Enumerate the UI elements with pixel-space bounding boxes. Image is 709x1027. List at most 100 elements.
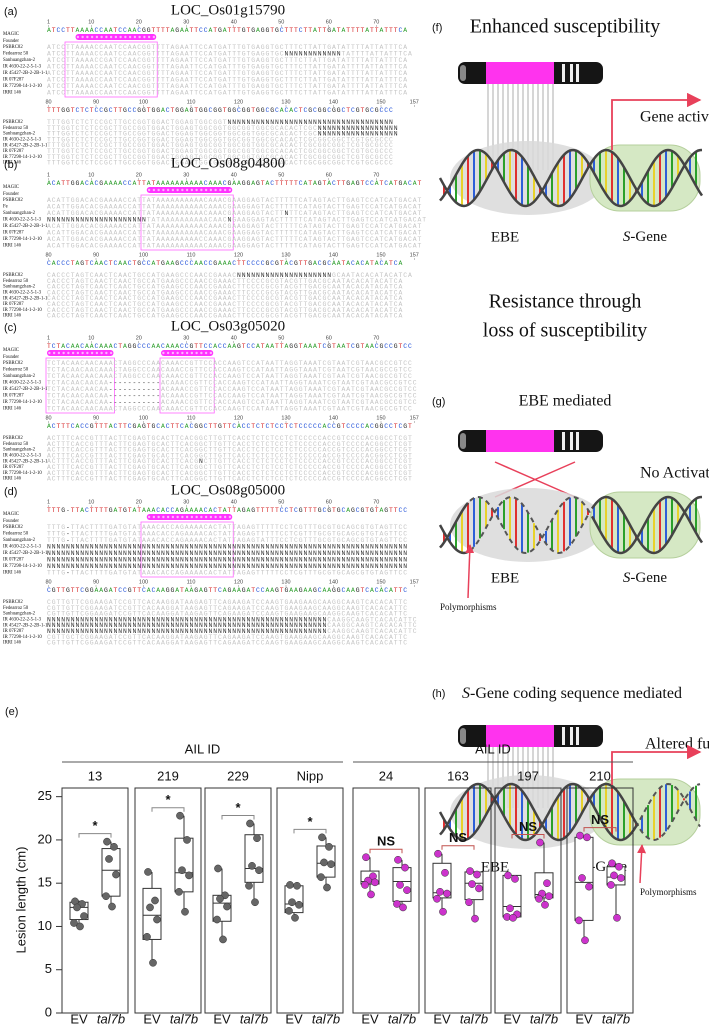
base: T	[394, 89, 398, 96]
base: G	[142, 83, 146, 90]
base: A	[365, 366, 369, 373]
base: G	[327, 89, 331, 96]
base: C	[356, 379, 360, 386]
base: N	[384, 130, 388, 137]
base: T	[261, 343, 265, 350]
base: C	[370, 136, 374, 143]
base: T	[294, 63, 298, 70]
sequence-row: TTTGGTCTCTCCGCTTGCCGGTGGACTGGAGTGGCGGTGG…	[47, 142, 393, 149]
base: C	[266, 435, 270, 442]
base: C	[280, 452, 284, 459]
base: N	[337, 50, 341, 57]
sample-name: IR 77298-14-1-2-10	[3, 155, 42, 160]
base: A	[346, 301, 350, 308]
base: C	[346, 458, 350, 465]
base: C	[356, 507, 360, 514]
base: G	[375, 107, 379, 114]
base: A	[237, 236, 241, 243]
base: G	[152, 124, 156, 131]
base: C	[280, 464, 284, 471]
base: C	[304, 153, 308, 160]
base: G	[375, 440, 379, 447]
base: C	[266, 130, 270, 137]
base: T	[389, 530, 393, 537]
base: A	[137, 423, 141, 430]
base: G	[361, 386, 365, 393]
base: A	[389, 210, 393, 217]
base: T	[299, 373, 303, 380]
base: C	[95, 57, 99, 64]
base: A	[266, 203, 270, 210]
base: C	[370, 464, 374, 471]
base: A	[171, 242, 175, 249]
base: C	[180, 405, 184, 412]
base: C	[99, 153, 103, 160]
base: N	[323, 272, 327, 279]
base: C	[375, 405, 379, 412]
base: C	[99, 76, 103, 83]
base: T	[90, 130, 94, 137]
base: A	[185, 70, 189, 77]
base: A	[104, 197, 108, 204]
base: T	[285, 89, 289, 96]
base: A	[80, 507, 84, 514]
base: A	[342, 44, 346, 51]
base: G	[66, 159, 70, 166]
base: A	[175, 366, 179, 373]
base: C	[118, 89, 122, 96]
base: A	[223, 301, 227, 308]
base: A	[152, 537, 156, 544]
base: A	[285, 366, 289, 373]
base: C	[223, 229, 227, 236]
base: T	[323, 236, 327, 243]
base: T	[323, 180, 327, 187]
base: G	[228, 130, 232, 137]
base: T	[114, 107, 118, 114]
sample-name: Sanhuangzhan-2	[3, 538, 36, 543]
base: C	[275, 423, 279, 430]
base: A	[228, 289, 232, 296]
base: C	[166, 530, 170, 537]
base: T	[418, 203, 422, 210]
base: G	[133, 343, 137, 350]
base: A	[90, 210, 94, 217]
base: -	[128, 399, 132, 406]
base: T	[142, 223, 146, 230]
tal-stripe	[562, 64, 565, 82]
base: G	[76, 242, 80, 249]
base: C	[270, 312, 274, 319]
base: T	[57, 107, 61, 114]
base: G	[142, 458, 146, 465]
base: C	[185, 399, 189, 406]
note: Polymorphisms	[440, 602, 497, 612]
base: T	[147, 458, 151, 465]
base: G	[152, 119, 156, 126]
base: C	[190, 469, 194, 476]
base: T	[61, 440, 65, 447]
base: T	[175, 440, 179, 447]
arrow	[611, 92, 702, 150]
tal-stripe	[576, 64, 579, 82]
base: A	[80, 524, 84, 531]
base: G	[266, 76, 270, 83]
base: A	[375, 180, 379, 187]
base: G	[327, 57, 331, 64]
base: A	[180, 57, 184, 64]
base: T	[289, 530, 293, 537]
ebe-dot	[214, 515, 217, 519]
base: A	[185, 107, 189, 114]
base: C	[180, 452, 184, 459]
base: G	[99, 223, 103, 230]
base: A	[128, 83, 132, 90]
base: C	[247, 435, 251, 442]
base: C	[251, 277, 255, 284]
base: C	[261, 306, 265, 313]
base: A	[223, 89, 227, 96]
base: T	[251, 148, 255, 155]
base: T	[308, 242, 312, 249]
base: A	[80, 537, 84, 544]
base: T	[308, 57, 312, 64]
base: G	[175, 50, 179, 57]
base: T	[261, 203, 265, 210]
base: A	[403, 197, 407, 204]
